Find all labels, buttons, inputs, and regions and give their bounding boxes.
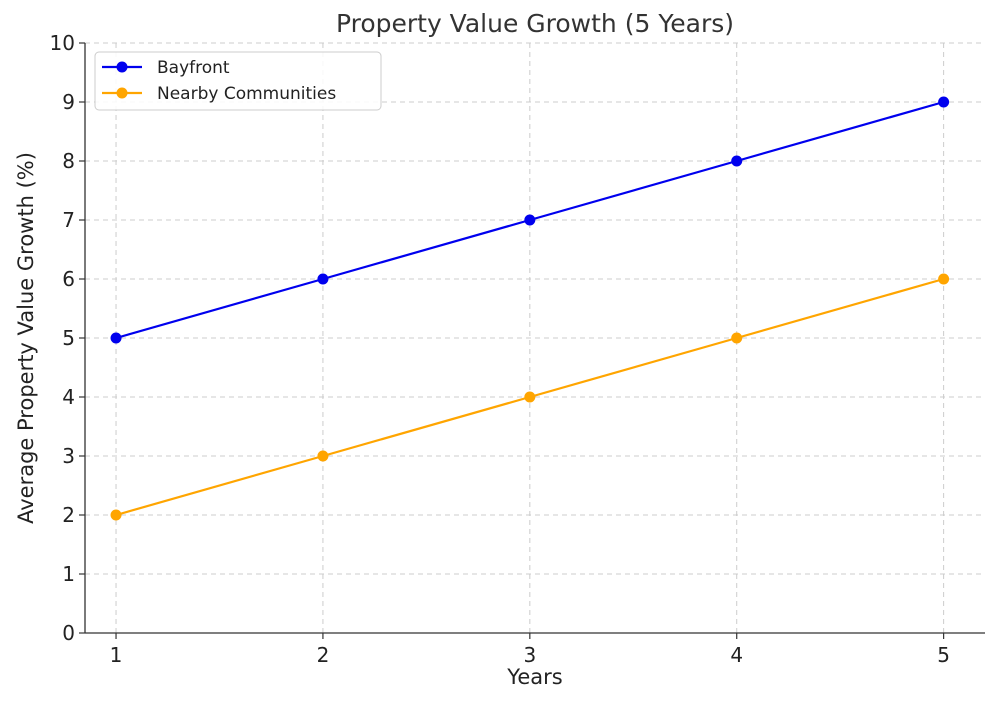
y-tick-label: 3 (62, 444, 75, 468)
legend-marker-bayfront (116, 61, 128, 73)
x-tick-label: 5 (937, 643, 950, 667)
data-point-bayfront (317, 273, 329, 285)
data-point-nearby-communities (110, 509, 122, 521)
data-point-bayfront (524, 214, 536, 226)
x-axis-label: Years (506, 665, 562, 689)
x-tick-label: 1 (110, 643, 123, 667)
data-point-nearby-communities (524, 391, 536, 403)
data-point-bayfront (110, 332, 122, 344)
plot-series (110, 96, 950, 521)
data-point-nearby-communities (731, 332, 743, 344)
y-tick-label: 8 (62, 149, 75, 173)
legend-label-nearby-communities: Nearby Communities (157, 84, 336, 104)
y-tick-label: 5 (62, 326, 75, 350)
axis-ticks: 0 1 2 3 4 5 6 7 8 9 10 1 2 3 4 5 (50, 31, 950, 667)
legend: Bayfront Nearby Communities (94, 51, 382, 111)
y-axis-label: Average Property Value Growth (%) (14, 152, 38, 524)
legend-label-bayfront: Bayfront (157, 58, 230, 78)
chart-title: Property Value Growth (5 Years) (336, 9, 734, 38)
x-tick-label: 3 (523, 643, 536, 667)
x-tick-label: 2 (317, 643, 330, 667)
data-point-bayfront (938, 96, 950, 108)
y-tick-label: 1 (62, 562, 75, 586)
y-tick-label: 7 (62, 208, 75, 232)
legend-marker-nearby-communities (116, 87, 128, 99)
data-point-nearby-communities (938, 273, 950, 285)
data-point-nearby-communities (317, 450, 329, 462)
data-point-bayfront (731, 155, 743, 167)
y-tick-label: 2 (62, 503, 75, 527)
y-tick-label: 6 (62, 267, 75, 291)
y-tick-label: 9 (62, 90, 75, 114)
x-tick-label: 4 (730, 643, 743, 667)
grid (85, 42, 985, 634)
legend-box (94, 51, 382, 111)
y-tick-label: 4 (62, 385, 75, 409)
y-tick-label: 0 (62, 621, 75, 645)
y-tick-label: 10 (50, 31, 75, 55)
